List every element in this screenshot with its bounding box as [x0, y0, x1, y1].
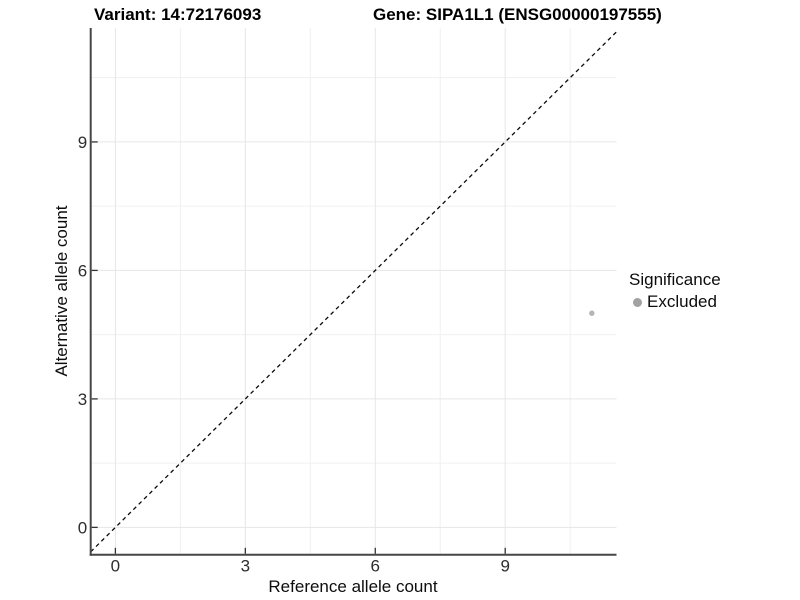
y-tick-label: 3 — [78, 390, 87, 409]
gene-title: Gene: SIPA1L1 (ENSG00000197555) — [373, 5, 662, 24]
data-point-excluded — [589, 310, 595, 316]
x-tick-label: 0 — [111, 556, 120, 575]
x-tick-label: 9 — [500, 556, 509, 575]
identity-reference-line — [90, 31, 617, 553]
x-tick-label: 6 — [371, 556, 380, 575]
x-axis-label: Reference allele count — [268, 577, 438, 596]
x-tick-label: 3 — [241, 556, 250, 575]
y-axis-label: Alternative allele count — [52, 205, 71, 377]
legend: Significance Excluded — [629, 270, 721, 312]
y-tick-label: 9 — [78, 133, 87, 152]
y-tick-label: 6 — [78, 261, 87, 280]
legend-title: Significance — [629, 270, 721, 289]
variant-title: Variant: 14:72176093 — [94, 5, 262, 24]
legend-item-label: Excluded — [647, 292, 717, 311]
excluded-point-icon — [633, 297, 642, 307]
legend-item-excluded: Excluded — [629, 292, 721, 312]
y-tick-label: 0 — [78, 518, 87, 537]
